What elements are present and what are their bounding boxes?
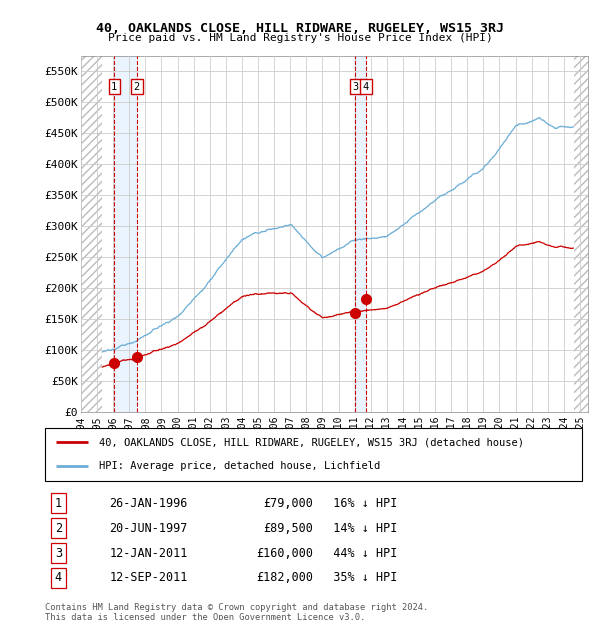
Text: £182,000: £182,000 — [257, 572, 314, 585]
FancyBboxPatch shape — [45, 428, 582, 480]
Text: Price paid vs. HM Land Registry's House Price Index (HPI): Price paid vs. HM Land Registry's House … — [107, 33, 493, 43]
Text: Contains HM Land Registry data © Crown copyright and database right 2024.: Contains HM Land Registry data © Crown c… — [45, 603, 428, 612]
Bar — [113, 56, 137, 412]
Bar — [81, 56, 102, 412]
Bar — [355, 56, 367, 412]
Text: HPI: Average price, detached house, Lichfield: HPI: Average price, detached house, Lich… — [98, 461, 380, 471]
Text: 40, OAKLANDS CLOSE, HILL RIDWARE, RUGELEY, WS15 3RJ (detached house): 40, OAKLANDS CLOSE, HILL RIDWARE, RUGELE… — [98, 437, 524, 447]
Text: £89,500: £89,500 — [263, 521, 314, 534]
Text: 35% ↓ HPI: 35% ↓ HPI — [319, 572, 397, 585]
Text: 16% ↓ HPI: 16% ↓ HPI — [319, 497, 397, 510]
Text: 20-JUN-1997: 20-JUN-1997 — [109, 521, 188, 534]
Text: This data is licensed under the Open Government Licence v3.0.: This data is licensed under the Open Gov… — [45, 613, 365, 620]
Text: £79,000: £79,000 — [263, 497, 314, 510]
Text: 3: 3 — [55, 547, 62, 559]
Text: 14% ↓ HPI: 14% ↓ HPI — [319, 521, 397, 534]
Text: 2: 2 — [134, 82, 140, 92]
Text: 26-JAN-1996: 26-JAN-1996 — [109, 497, 188, 510]
Text: 3: 3 — [352, 82, 358, 92]
Text: 12-SEP-2011: 12-SEP-2011 — [109, 572, 188, 585]
Text: 2: 2 — [55, 521, 62, 534]
Text: 4: 4 — [55, 572, 62, 585]
Text: 12-JAN-2011: 12-JAN-2011 — [109, 547, 188, 559]
Text: 1: 1 — [111, 82, 118, 92]
Bar — [574, 56, 588, 412]
Text: 40, OAKLANDS CLOSE, HILL RIDWARE, RUGELEY, WS15 3RJ: 40, OAKLANDS CLOSE, HILL RIDWARE, RUGELE… — [96, 22, 504, 35]
Text: 44% ↓ HPI: 44% ↓ HPI — [319, 547, 397, 559]
Text: 4: 4 — [363, 82, 369, 92]
Text: £160,000: £160,000 — [257, 547, 314, 559]
Text: 1: 1 — [55, 497, 62, 510]
